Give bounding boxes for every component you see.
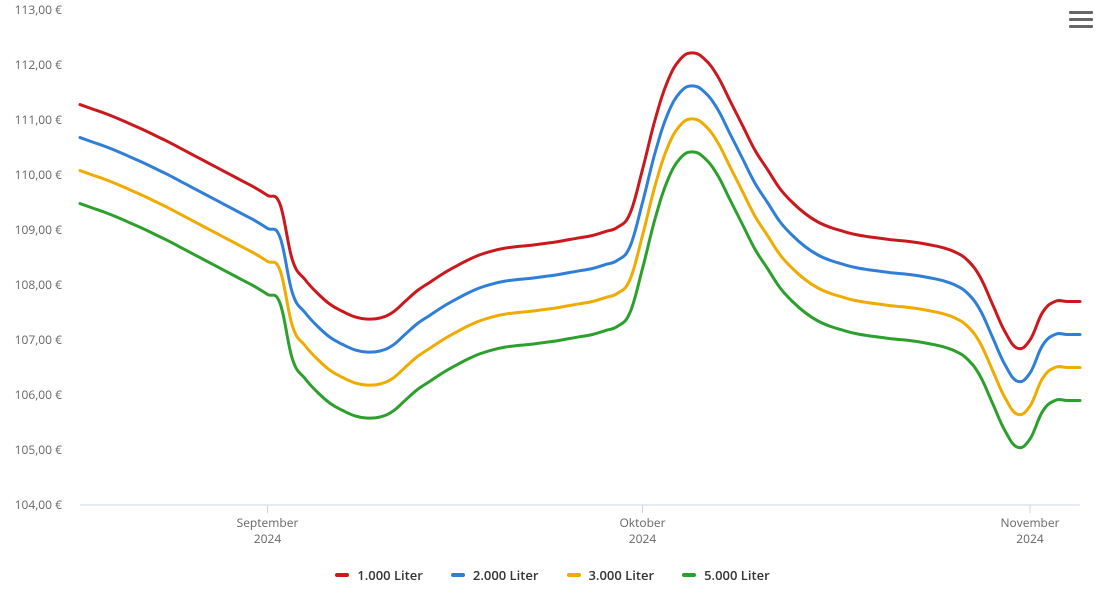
legend-swatch	[451, 573, 465, 577]
chart-plot-area: 104,00 € 105,00 € 106,00 € 107,00 € 108,00 €…	[0, 0, 1105, 602]
y-tick-label: 109,00 €	[15, 221, 63, 238]
legend-item[interactable]: 5.000 Liter	[682, 566, 770, 584]
x-tick-sublabel: 2024	[629, 530, 657, 547]
y-tick-label: 106,00 €	[15, 386, 63, 403]
y-tick-label: 107,00 €	[15, 331, 63, 348]
y-tick-label: 111,00 €	[15, 111, 63, 128]
y-tick-label: 113,00 €	[15, 1, 63, 18]
chart-menu-button[interactable]	[1069, 8, 1093, 30]
x-tick-sublabel: 2024	[1016, 530, 1044, 547]
x-tick-label: Oktober	[619, 514, 665, 531]
legend-item[interactable]: 3.000 Liter	[567, 566, 655, 584]
legend-item[interactable]: 1.000 Liter	[335, 566, 423, 584]
x-tick-label: November	[1000, 514, 1059, 531]
legend-swatch	[567, 573, 581, 577]
legend-label: 3.000 Liter	[589, 566, 655, 584]
y-tick-label: 105,00 €	[15, 441, 63, 458]
chart-legend: 1.000 Liter 2.000 Liter 3.000 Liter 5.000 L…	[0, 566, 1105, 584]
y-tick-label: 112,00 €	[15, 56, 63, 73]
legend-swatch	[682, 573, 696, 577]
y-tick-label: 108,00 €	[15, 276, 63, 293]
x-tick-label: September	[237, 514, 299, 531]
legend-label: 2.000 Liter	[473, 566, 539, 584]
y-tick-label: 104,00 €	[15, 496, 63, 513]
legend-label: 1.000 Liter	[357, 566, 423, 584]
legend-item[interactable]: 2.000 Liter	[451, 566, 539, 584]
legend-swatch	[335, 573, 349, 577]
price-chart: 104,00 € 105,00 € 106,00 € 107,00 € 108,00 €…	[0, 0, 1105, 602]
series-line[interactable]	[80, 152, 1080, 448]
y-tick-label: 110,00 €	[15, 166, 63, 183]
legend-label: 5.000 Liter	[704, 566, 770, 584]
series-line[interactable]	[80, 119, 1080, 415]
x-tick-sublabel: 2024	[254, 530, 282, 547]
